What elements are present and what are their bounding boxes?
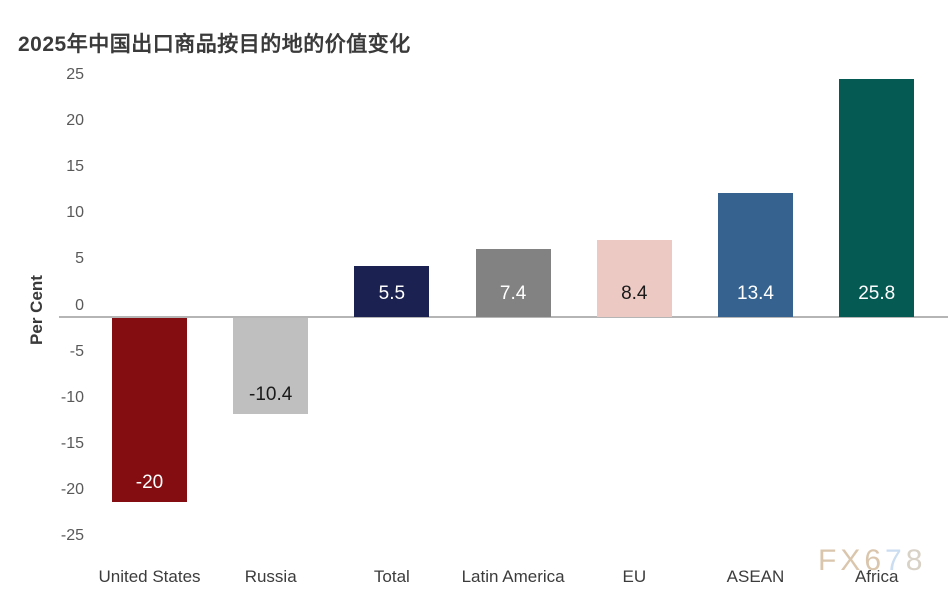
watermark-letter: 7	[885, 544, 906, 577]
x-axis-label-asean: ASEAN	[726, 567, 785, 586]
x-axis-label-russia: Russia	[244, 567, 297, 586]
y-tick-label: 0	[75, 296, 84, 314]
x-axis-label-united-states: United States	[98, 567, 201, 586]
y-tick-label: -15	[60, 434, 84, 452]
bar-latin-america: 7.4	[475, 248, 551, 317]
watermark-fx678: FX678	[818, 544, 926, 578]
watermark-letter: 6	[864, 544, 886, 577]
bar-value-label-total: 5.5	[378, 282, 406, 304]
watermark-letter: 8	[905, 544, 927, 577]
zero-axis-line	[59, 316, 948, 318]
y-tick-label: 10	[66, 204, 84, 222]
bar-value-label-united-states: -20	[135, 472, 164, 494]
y-tick-label: -5	[69, 342, 84, 360]
bar-asean: 13.4	[718, 193, 793, 317]
bar-value-label-latin-america: 7.4	[499, 282, 527, 304]
chart-title: 2025年中国出口商品按目的地的价值变化	[18, 33, 411, 56]
y-tick-label: -10	[60, 388, 84, 406]
bar-value-label-russia: -10.4	[249, 383, 293, 405]
watermark-letter: F	[818, 544, 841, 577]
y-tick-label: 15	[66, 158, 84, 176]
x-axis-label-africa: Africa	[854, 567, 899, 586]
x-axis-label-eu: EU	[622, 567, 647, 586]
bar-africa: 25.8	[839, 79, 915, 317]
bar-russia: -10.4	[233, 318, 309, 414]
watermark-letter: X	[840, 544, 865, 577]
y-tick-label: 20	[66, 112, 84, 130]
x-axis-label-latin-america: Latin America	[461, 567, 565, 586]
bar-united-states: -20	[112, 318, 187, 503]
bar-value-label-africa: 25.8	[858, 282, 896, 304]
y-tick-label: -20	[60, 480, 84, 498]
y-tick-label: 25	[66, 66, 84, 83]
y-tick-label: 5	[75, 250, 84, 268]
bar-total: 5.5	[354, 266, 430, 317]
x-axis-label-total: Total	[373, 567, 410, 586]
bar-value-label-eu: 8.4	[621, 282, 648, 304]
y-tick-label: -25	[60, 527, 84, 544]
bar-eu: 8.4	[596, 239, 672, 317]
bar-value-label-asean: 13.4	[737, 282, 774, 304]
